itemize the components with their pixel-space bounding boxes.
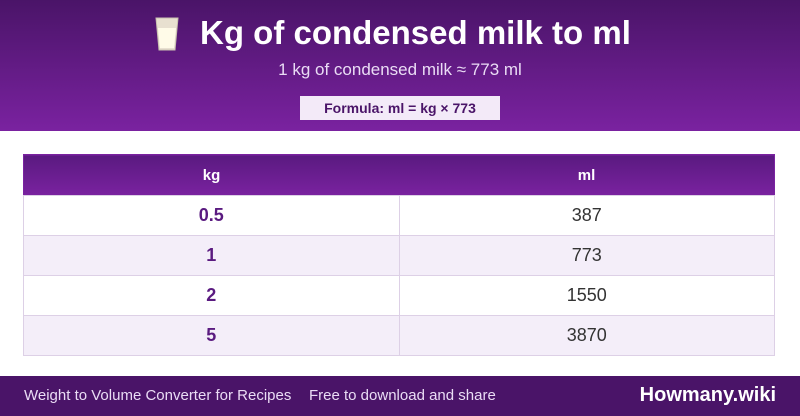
formula: Formula: ml = kg × 773 — [300, 96, 500, 120]
kg-cell: 0.5 — [23, 195, 400, 236]
table-row: 5 3870 — [23, 315, 775, 356]
table-row: 1 773 — [23, 235, 775, 276]
conversion-table: kg ml 0.5 387 1 773 2 1550 5 3870 — [23, 154, 775, 356]
kg-cell: 2 — [23, 275, 400, 316]
header-row: kg ml — [23, 154, 775, 196]
header: Kg of condensed milk to ml 1 kg of conde… — [0, 0, 800, 131]
title: Kg of condensed milk to ml — [200, 14, 631, 51]
footer-text: Weight to Volume Converter for Recipes — [24, 387, 292, 404]
table-row: 2 1550 — [23, 275, 775, 316]
subtitle: 1 kg of condensed milk ≈ 773 ml — [278, 60, 522, 79]
column-header: kg — [23, 154, 399, 196]
ml-cell: 1550 — [398, 275, 775, 316]
brand: Howmany.wiki — [639, 384, 776, 406]
milk-icon — [155, 17, 179, 51]
ml-cell: 773 — [398, 235, 775, 276]
table-row: 0.5 387 — [23, 195, 775, 236]
column-header: ml — [399, 154, 775, 196]
ml-cell: 387 — [398, 195, 775, 236]
kg-cell: 1 — [23, 235, 400, 276]
footer-text: Free to download and share — [309, 387, 496, 404]
kg-cell: 5 — [23, 315, 400, 356]
ml-cell: 3870 — [398, 315, 775, 356]
footer: Weight to Volume Converter for Recipes F… — [0, 376, 800, 416]
